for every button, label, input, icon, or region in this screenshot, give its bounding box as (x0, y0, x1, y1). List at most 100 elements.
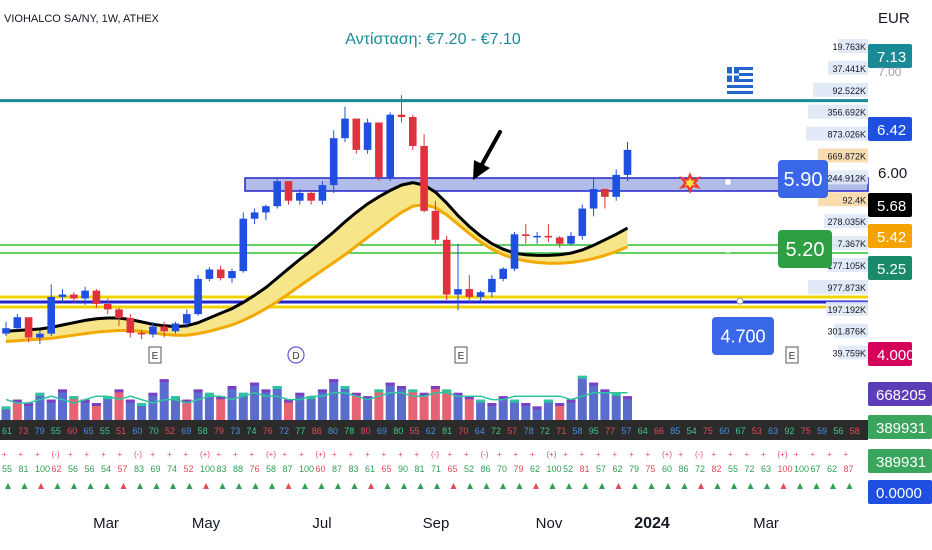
x-tick-label: Nov (536, 515, 563, 532)
candle (409, 114, 417, 150)
candle-body (578, 208, 587, 236)
volume-bar-cap (385, 382, 395, 386)
triangle-marker-icon (368, 483, 374, 489)
candle-body (81, 290, 89, 299)
indicator-axis-value: 668205 (876, 387, 926, 404)
ma-slow-line (5, 203, 629, 343)
indicator-value-2: 82 (712, 464, 722, 474)
indicator-value: 60 (132, 426, 142, 436)
indicator-sign: + (646, 450, 651, 459)
volume-bar-cap (46, 399, 56, 403)
volume-profile-label: 301.876K (827, 327, 866, 337)
triangle-marker-icon (665, 483, 671, 489)
indicator-value: 52 (165, 426, 175, 436)
volume-bar (329, 379, 339, 420)
triangle-marker-icon (434, 483, 440, 489)
indicator-value-2: 69 (151, 464, 161, 474)
volume-bar-cap (430, 386, 440, 389)
candle-body (318, 185, 327, 201)
volume-profile-bar (828, 258, 868, 272)
indicator-axis-value: 0.0000 (876, 485, 922, 502)
triangle-marker-icon (599, 483, 605, 489)
indicator-axis-badge (868, 449, 932, 473)
candle (13, 314, 22, 330)
volume-bar-cap (182, 399, 192, 403)
volume-bar (623, 396, 632, 420)
x-tick-label: Sep (423, 515, 450, 532)
triangle-marker-icon (830, 483, 836, 489)
volume-bar-cap (408, 389, 418, 393)
volume-profile-bar (834, 323, 868, 338)
indicator-value: 66 (654, 426, 664, 436)
candle-body (58, 294, 67, 297)
indicator-value: 79 (214, 426, 224, 436)
candle-body (262, 206, 270, 213)
indicator-value: 77 (295, 426, 305, 436)
candle-body (149, 326, 157, 335)
candle (126, 314, 135, 338)
candle-body (442, 239, 451, 295)
indicator-sign: + (217, 450, 222, 459)
x-tick-label: May (192, 515, 221, 532)
volume-bar-cap (397, 386, 406, 389)
candle (578, 204, 587, 240)
earnings-marker-icon (785, 346, 799, 364)
indicator-value: 85 (670, 426, 680, 436)
indicator-value: 80 (393, 426, 403, 436)
volume-bar (238, 392, 248, 420)
currency-label[interactable]: EUR (878, 10, 910, 27)
indicator-sign: + (613, 450, 618, 459)
price-axis-badge-value: 7.13 (877, 49, 906, 66)
candle (284, 181, 293, 205)
candle-body (431, 210, 440, 240)
indicator-axis-badge (868, 480, 932, 504)
volume-bar (24, 403, 34, 420)
candle-body (284, 181, 293, 201)
indicator-value-2: 79 (514, 464, 524, 474)
triangle-marker-icon (632, 483, 638, 489)
triangle-marker-icon (615, 483, 622, 489)
arrow-annotation-icon (473, 130, 502, 180)
volume-bar (148, 392, 158, 420)
level-callout-value: 5.20 (786, 239, 825, 261)
triangle-marker-icon (351, 483, 358, 489)
candle (544, 224, 553, 243)
candle (228, 268, 236, 283)
indicator-value: 57 (507, 426, 517, 436)
indicator-value: 81 (442, 426, 452, 436)
candle (239, 212, 248, 273)
indicator-sign: (+) (200, 450, 210, 459)
indicator-value-2: 72 (745, 464, 755, 474)
indicator-value: 75 (801, 426, 811, 436)
candle (194, 274, 202, 316)
candle-body (216, 269, 225, 279)
volume-bar-cap (363, 396, 373, 400)
indicator-value-2: 60 (316, 464, 326, 474)
indicator-value: 75 (703, 426, 713, 436)
candle-body (24, 317, 33, 338)
candle (250, 208, 259, 225)
volume-bar-cap (261, 389, 271, 393)
indicator-value-2: 57 (118, 464, 128, 474)
volume-bar (374, 389, 384, 420)
triangle-marker-icon (813, 483, 820, 489)
indicator-sign: + (514, 450, 519, 459)
indicator-value-2: 100 (200, 464, 215, 474)
candle-body (601, 188, 609, 197)
indicator-value-2: 60 (662, 464, 672, 474)
indicator-value-2: 67 (811, 464, 821, 474)
indicator-sign: + (167, 450, 172, 459)
volume-bar (566, 399, 576, 420)
indicator-value-2: 57 (596, 464, 606, 474)
indicator-value-2: 86 (679, 464, 689, 474)
volume-bar (261, 389, 271, 420)
volume-bar-cap (374, 389, 384, 393)
triangle-marker-icon (467, 483, 473, 489)
candle-body (341, 118, 349, 139)
candle (488, 274, 496, 297)
volume-bar (397, 386, 406, 420)
volume-bar (363, 396, 373, 420)
indicator-value-2: 56 (85, 464, 95, 474)
volume-bar-cap (159, 379, 169, 383)
